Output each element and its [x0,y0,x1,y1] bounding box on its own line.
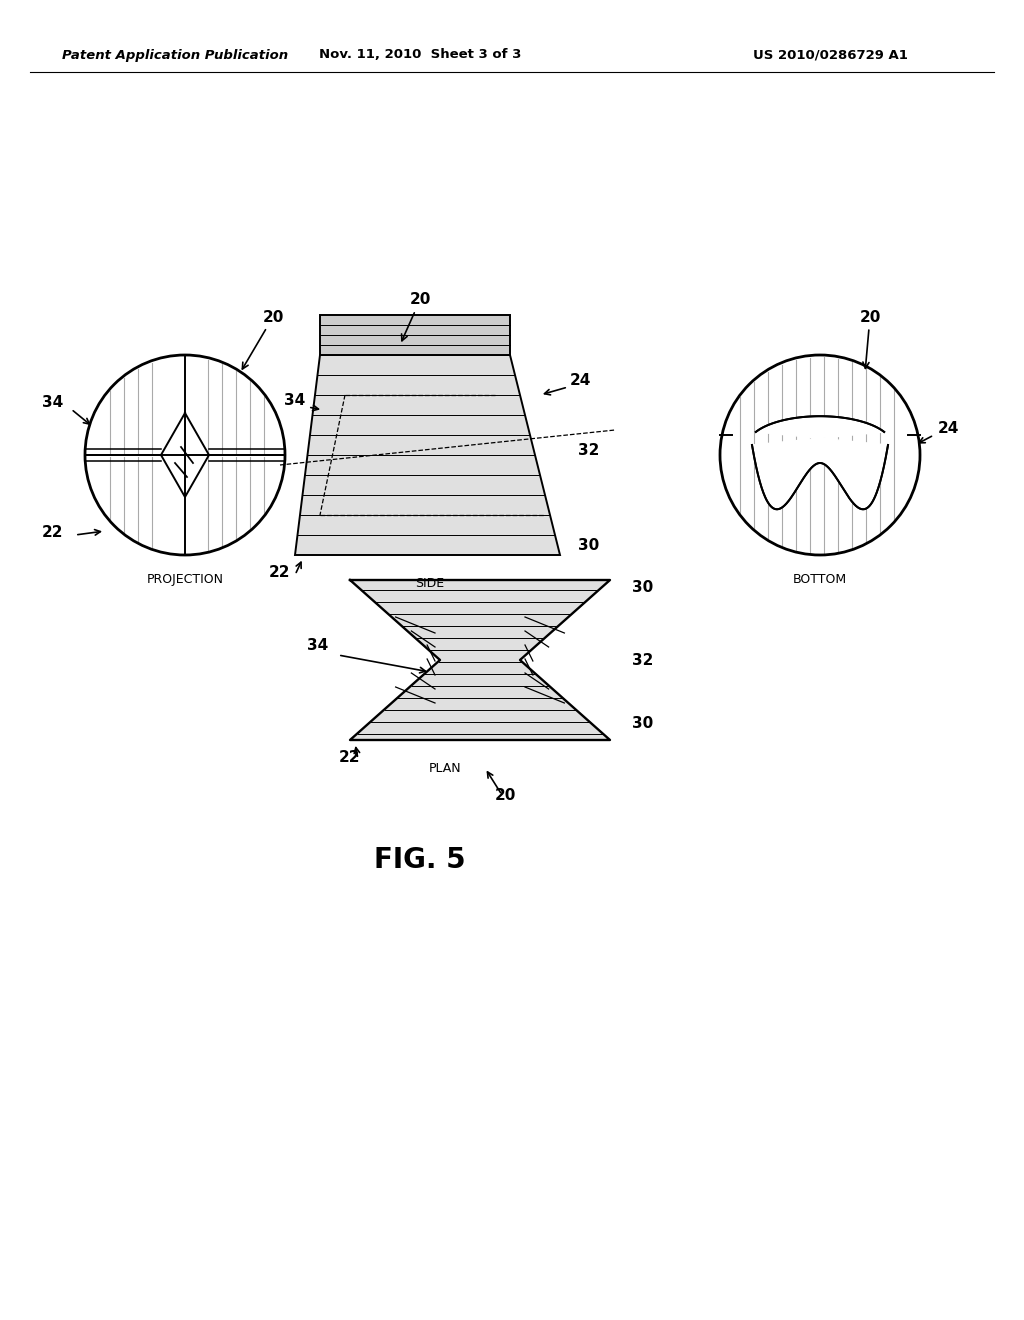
Text: 20: 20 [495,788,516,803]
Text: 30: 30 [632,715,653,731]
Text: Nov. 11, 2010  Sheet 3 of 3: Nov. 11, 2010 Sheet 3 of 3 [318,49,521,62]
Text: PROJECTION: PROJECTION [146,573,223,586]
Text: 34: 34 [307,638,328,653]
Text: 30: 30 [578,539,599,553]
Text: 34: 34 [42,395,63,411]
Text: 20: 20 [243,309,284,370]
Text: SIDE: SIDE [416,577,444,590]
Text: 32: 32 [578,444,599,458]
Text: 24: 24 [570,374,592,388]
Polygon shape [319,315,510,355]
Text: 30: 30 [632,579,653,595]
Text: 22: 22 [339,750,360,766]
Text: BOTTOM: BOTTOM [793,573,847,586]
Text: 20: 20 [401,293,431,341]
Text: US 2010/0286729 A1: US 2010/0286729 A1 [753,49,907,62]
Text: 20: 20 [859,309,881,368]
Text: FIG. 5: FIG. 5 [374,846,466,874]
Polygon shape [295,355,560,554]
Polygon shape [752,416,888,510]
Text: 22: 22 [268,565,290,579]
Text: PLAN: PLAN [429,762,462,775]
Text: Patent Application Publication: Patent Application Publication [62,49,288,62]
Text: 34: 34 [284,393,305,408]
Text: 32: 32 [632,653,653,668]
Polygon shape [350,579,610,741]
Text: 22: 22 [42,525,63,540]
Text: 24: 24 [938,421,959,436]
